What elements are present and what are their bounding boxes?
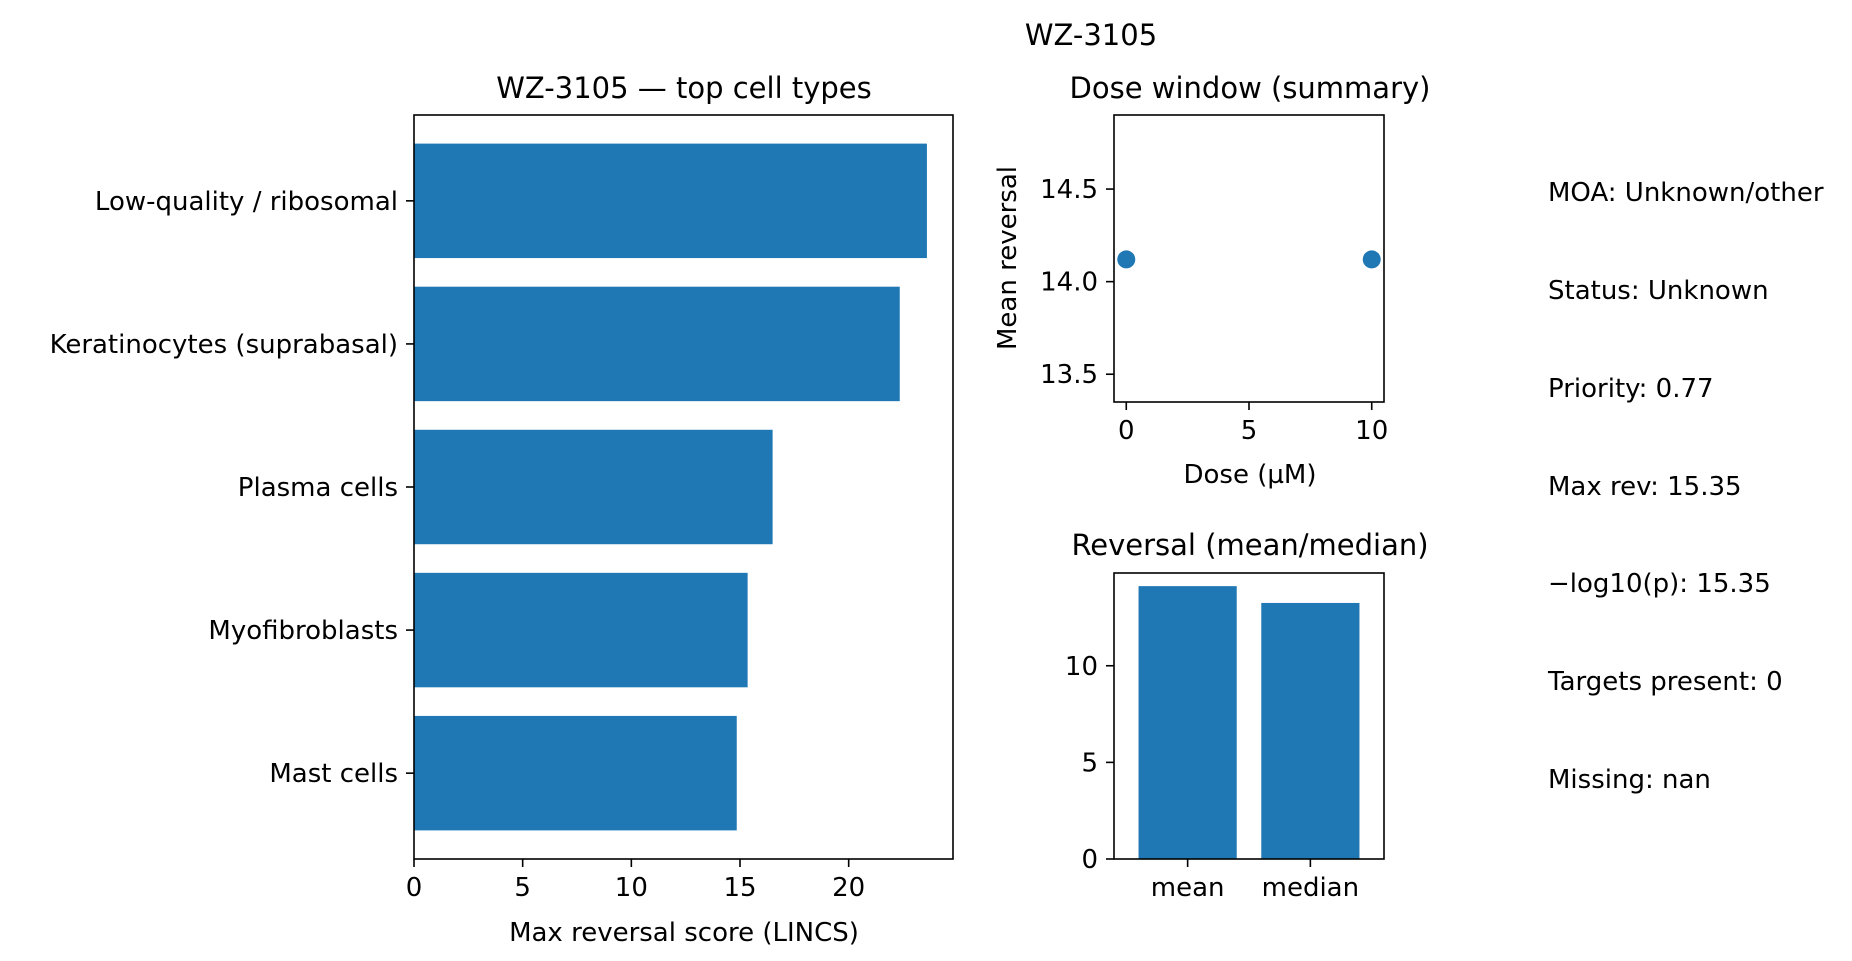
y-tick-label: Myofibroblasts — [208, 616, 398, 646]
reversal-bar — [1138, 586, 1237, 859]
y-tick-label: Plasma cells — [238, 473, 398, 503]
x-tick-label: 0 — [406, 873, 423, 903]
dose-window-chart: Dose window (summary) 13.514.014.5 0 5 10 … — [993, 71, 1430, 490]
cell-types-x-label: Max reversal score (LINCS) — [509, 918, 859, 948]
y-tick-label: 10 — [1065, 652, 1098, 682]
y-tick-label: 5 — [1081, 748, 1098, 778]
info-neglog10p: −log10(p): 15.35 — [1548, 569, 1771, 600]
dose-point — [1117, 250, 1136, 269]
dose-point — [1362, 250, 1381, 269]
reversal-summary-axes-frame — [1113, 572, 1385, 860]
dose-window-title: Dose window (summary) — [1070, 71, 1431, 105]
x-tick-label: 20 — [832, 873, 865, 903]
info-moa: MOA: Unknown/other — [1548, 178, 1824, 209]
x-tick-label: 15 — [723, 873, 756, 903]
dose-window-y-ticks: 13.5 14.0 14.5 — [1040, 175, 1114, 390]
x-tick-label: mean — [1151, 873, 1225, 903]
y-tick-label: 0 — [1081, 845, 1098, 875]
x-tick-label: 10 — [1355, 416, 1388, 446]
figure-title: WZ-3105 — [1025, 18, 1157, 52]
dose-window-x-label: Dose (µM) — [1184, 460, 1317, 490]
cell-type-bar — [414, 429, 773, 545]
cell-type-bar — [414, 143, 927, 259]
x-tick-label: median — [1262, 873, 1359, 903]
y-tick-label: Keratinocytes (suprabasal) — [50, 330, 398, 360]
dose-window-y-label: Mean reversal — [993, 166, 1023, 350]
y-tick-label: 14.5 — [1040, 175, 1098, 205]
reversal-summary-title: Reversal (mean/median) — [1071, 528, 1428, 562]
x-tick-label: 0 — [1118, 416, 1135, 446]
cell-types-x-ticks: 0 5 10 15 20 — [406, 859, 865, 903]
x-tick-label: 10 — [615, 873, 648, 903]
info-status: Status: Unknown — [1548, 275, 1769, 306]
info-missing: Missing: nan — [1548, 764, 1711, 795]
reversal-summary-bars — [1138, 586, 1360, 859]
x-tick-label: 5 — [1241, 416, 1258, 446]
y-tick-label: Low-quality / ribosomal — [95, 187, 398, 217]
reversal-summary-chart: Reversal (mean/median) 0 5 10 mean median — [1065, 528, 1429, 903]
info-targets-present: Targets present: 0 — [1548, 667, 1783, 698]
dose-window-x-ticks: 0 5 10 — [1118, 402, 1388, 446]
dose-window-points — [1117, 250, 1381, 269]
cell-types-y-ticks: Low-quality / ribosomal Keratinocytes (su… — [50, 187, 414, 789]
cell-type-bar — [414, 572, 748, 688]
y-tick-label: 14.0 — [1040, 268, 1098, 298]
cell-type-bar — [414, 286, 900, 402]
cell-types-chart: WZ-3105 — top cell types Low-quality / r… — [50, 71, 954, 948]
x-tick-label: 5 — [514, 873, 531, 903]
reversal-summary-y-ticks: 0 5 10 — [1065, 652, 1114, 875]
cell-types-title: WZ-3105 — top cell types — [496, 71, 872, 105]
compound-info-panel: MOA: Unknown/other Status: Unknown Prior… — [1548, 112, 1824, 829]
dose-window-axes-frame — [1113, 114, 1385, 403]
reversal-bar — [1261, 602, 1360, 859]
cell-type-bar — [414, 715, 737, 831]
reversal-summary-x-ticks: mean median — [1151, 859, 1359, 903]
y-tick-label: 13.5 — [1040, 360, 1098, 390]
info-priority: Priority: 0.77 — [1548, 373, 1714, 404]
info-max-rev: Max rev: 15.35 — [1548, 471, 1742, 502]
cell-types-bars — [414, 143, 927, 831]
y-tick-label: Mast cells — [269, 759, 398, 789]
